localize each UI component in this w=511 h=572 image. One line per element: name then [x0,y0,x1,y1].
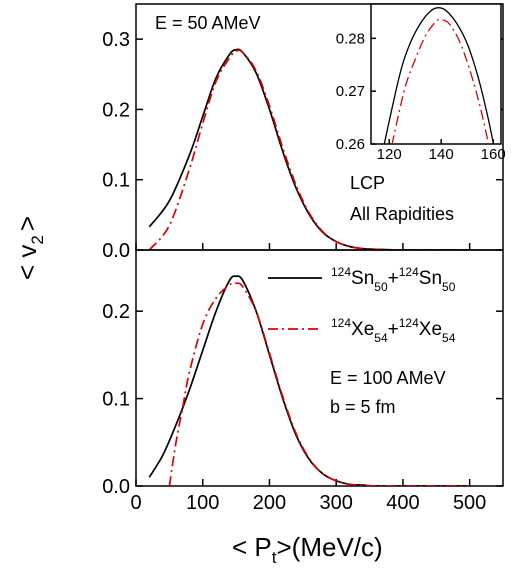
x-tick-label: 140 [429,146,454,163]
y-label-end: > [12,216,42,231]
inset-ticks: 0.26 0.27 0.28 120 140 160 [336,30,506,163]
y-tick-label: 0.26 [336,136,365,153]
y-tick-label: 0.28 [336,30,365,47]
y-tick-label: 0.27 [336,83,365,100]
inset-plot: 0.26 0.27 0.28 120 140 160 [336,3,506,163]
svg-text:< v2>: < v2 > [12,216,47,280]
bottom-ticks: 0.0 0.1 0.2 0 100 200 300 400 500 [102,301,503,514]
bottom-energy-annotation: E = 100 AMeV [330,368,446,388]
top-panel: 0.0 0.1 0.2 0.3 E = 50 AMeV LCP All Rapidit… [102,3,504,262]
inset-series [383,7,495,144]
legend-sub1: 54 [374,331,388,345]
legend-el2: Xe [419,319,442,340]
y-tick-label: 0.2 [102,301,130,323]
legend-label: 124Xe54+124Xe54 [331,316,456,345]
x-tick-label: 500 [453,492,486,514]
legend-el1: Xe [351,319,374,340]
x-label-sub: t [272,548,277,567]
inset-background [371,4,501,144]
top-series [148,48,470,250]
top-ticks: 0.0 0.1 0.2 0.3 [102,29,503,262]
x-tick-label: 200 [253,492,286,514]
sn-series-line [383,7,495,144]
y-tick-label: 0.2 [102,99,130,121]
legend-sub2: 50 [442,280,456,294]
legend-label: 124Sn50+124Sn50 [331,265,456,294]
y-label-main: < v [12,245,42,280]
svg-text:< Pt>(MeV/c): < Pt>(MeV/c) [232,532,383,567]
y-tick-label: 0.0 [102,240,130,262]
xe-series-line [391,18,490,144]
x-tick-label: 0 [130,492,141,514]
legend-el1: Sn [351,268,374,289]
x-tick-label: 400 [386,492,419,514]
bottom-series [148,275,470,486]
x-tick-label: 100 [186,492,219,514]
inset-frame [370,3,502,145]
legend-plus: + [388,319,399,340]
bottom-panel-frame [135,249,504,487]
particle-annotation: LCP [350,173,385,193]
legend-sub1: 50 [374,280,388,294]
y-axis-label: < v2 > [12,216,47,280]
y-tick-label: 0.3 [102,29,130,51]
x-tick-label: 120 [377,146,402,163]
xe-series-line [168,282,470,486]
y-tick-label: 0.1 [102,170,130,192]
top-energy-annotation: E = 50 AMeV [155,13,261,33]
bottom-panel: 0.0 0.1 0.2 0 100 200 300 400 500 E = 100 AMeV b… [102,249,504,514]
x-label-main: < P [232,532,272,562]
y-tick-label: 0.1 [102,389,130,411]
legend-sup1: 124 [331,265,351,279]
x-tick-label: 300 [319,492,352,514]
legend-sup2: 124 [399,316,419,330]
rapidity-annotation: All Rapidities [350,204,454,224]
y-label-sub: 2 [28,235,47,244]
x-label-end: >(MeV/c) [276,532,382,562]
legend-sup2: 124 [399,265,419,279]
x-tick-label: 160 [481,146,506,163]
legend-sup1: 124 [331,316,351,330]
legend-plus: + [388,268,399,289]
impact-parameter-annotation: b = 5 fm [330,397,396,417]
sn-series-line [148,48,470,250]
x-axis-label: < Pt>(MeV/c) [232,532,383,567]
y-tick-label: 0.0 [102,476,130,498]
legend-el2: Sn [419,268,442,289]
legend-sub2: 54 [442,331,456,345]
